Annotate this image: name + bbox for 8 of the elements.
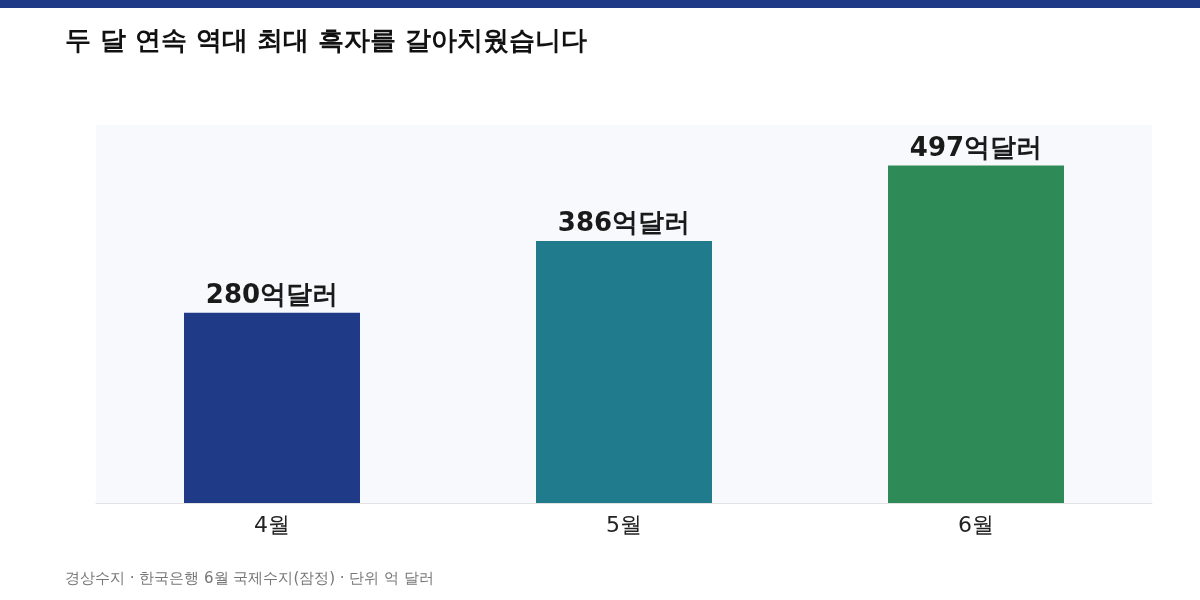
data-label: 280억달러 (205, 278, 339, 309)
x-tick-label: 4월 (254, 511, 290, 537)
data-label: 497억달러 (909, 131, 1043, 162)
chart-title: 두 달 연속 역대 최대 흑자를 갈아치웠습니다 (65, 25, 588, 55)
text: 경상수지 · 한국은행 6월 국제수지(잠정) · 단위 억 달러 (65, 568, 434, 587)
x-tick-label: 5월 (606, 511, 642, 537)
data-label: 386억달러 (557, 206, 691, 237)
x-tick-label: 6월 (958, 511, 994, 537)
